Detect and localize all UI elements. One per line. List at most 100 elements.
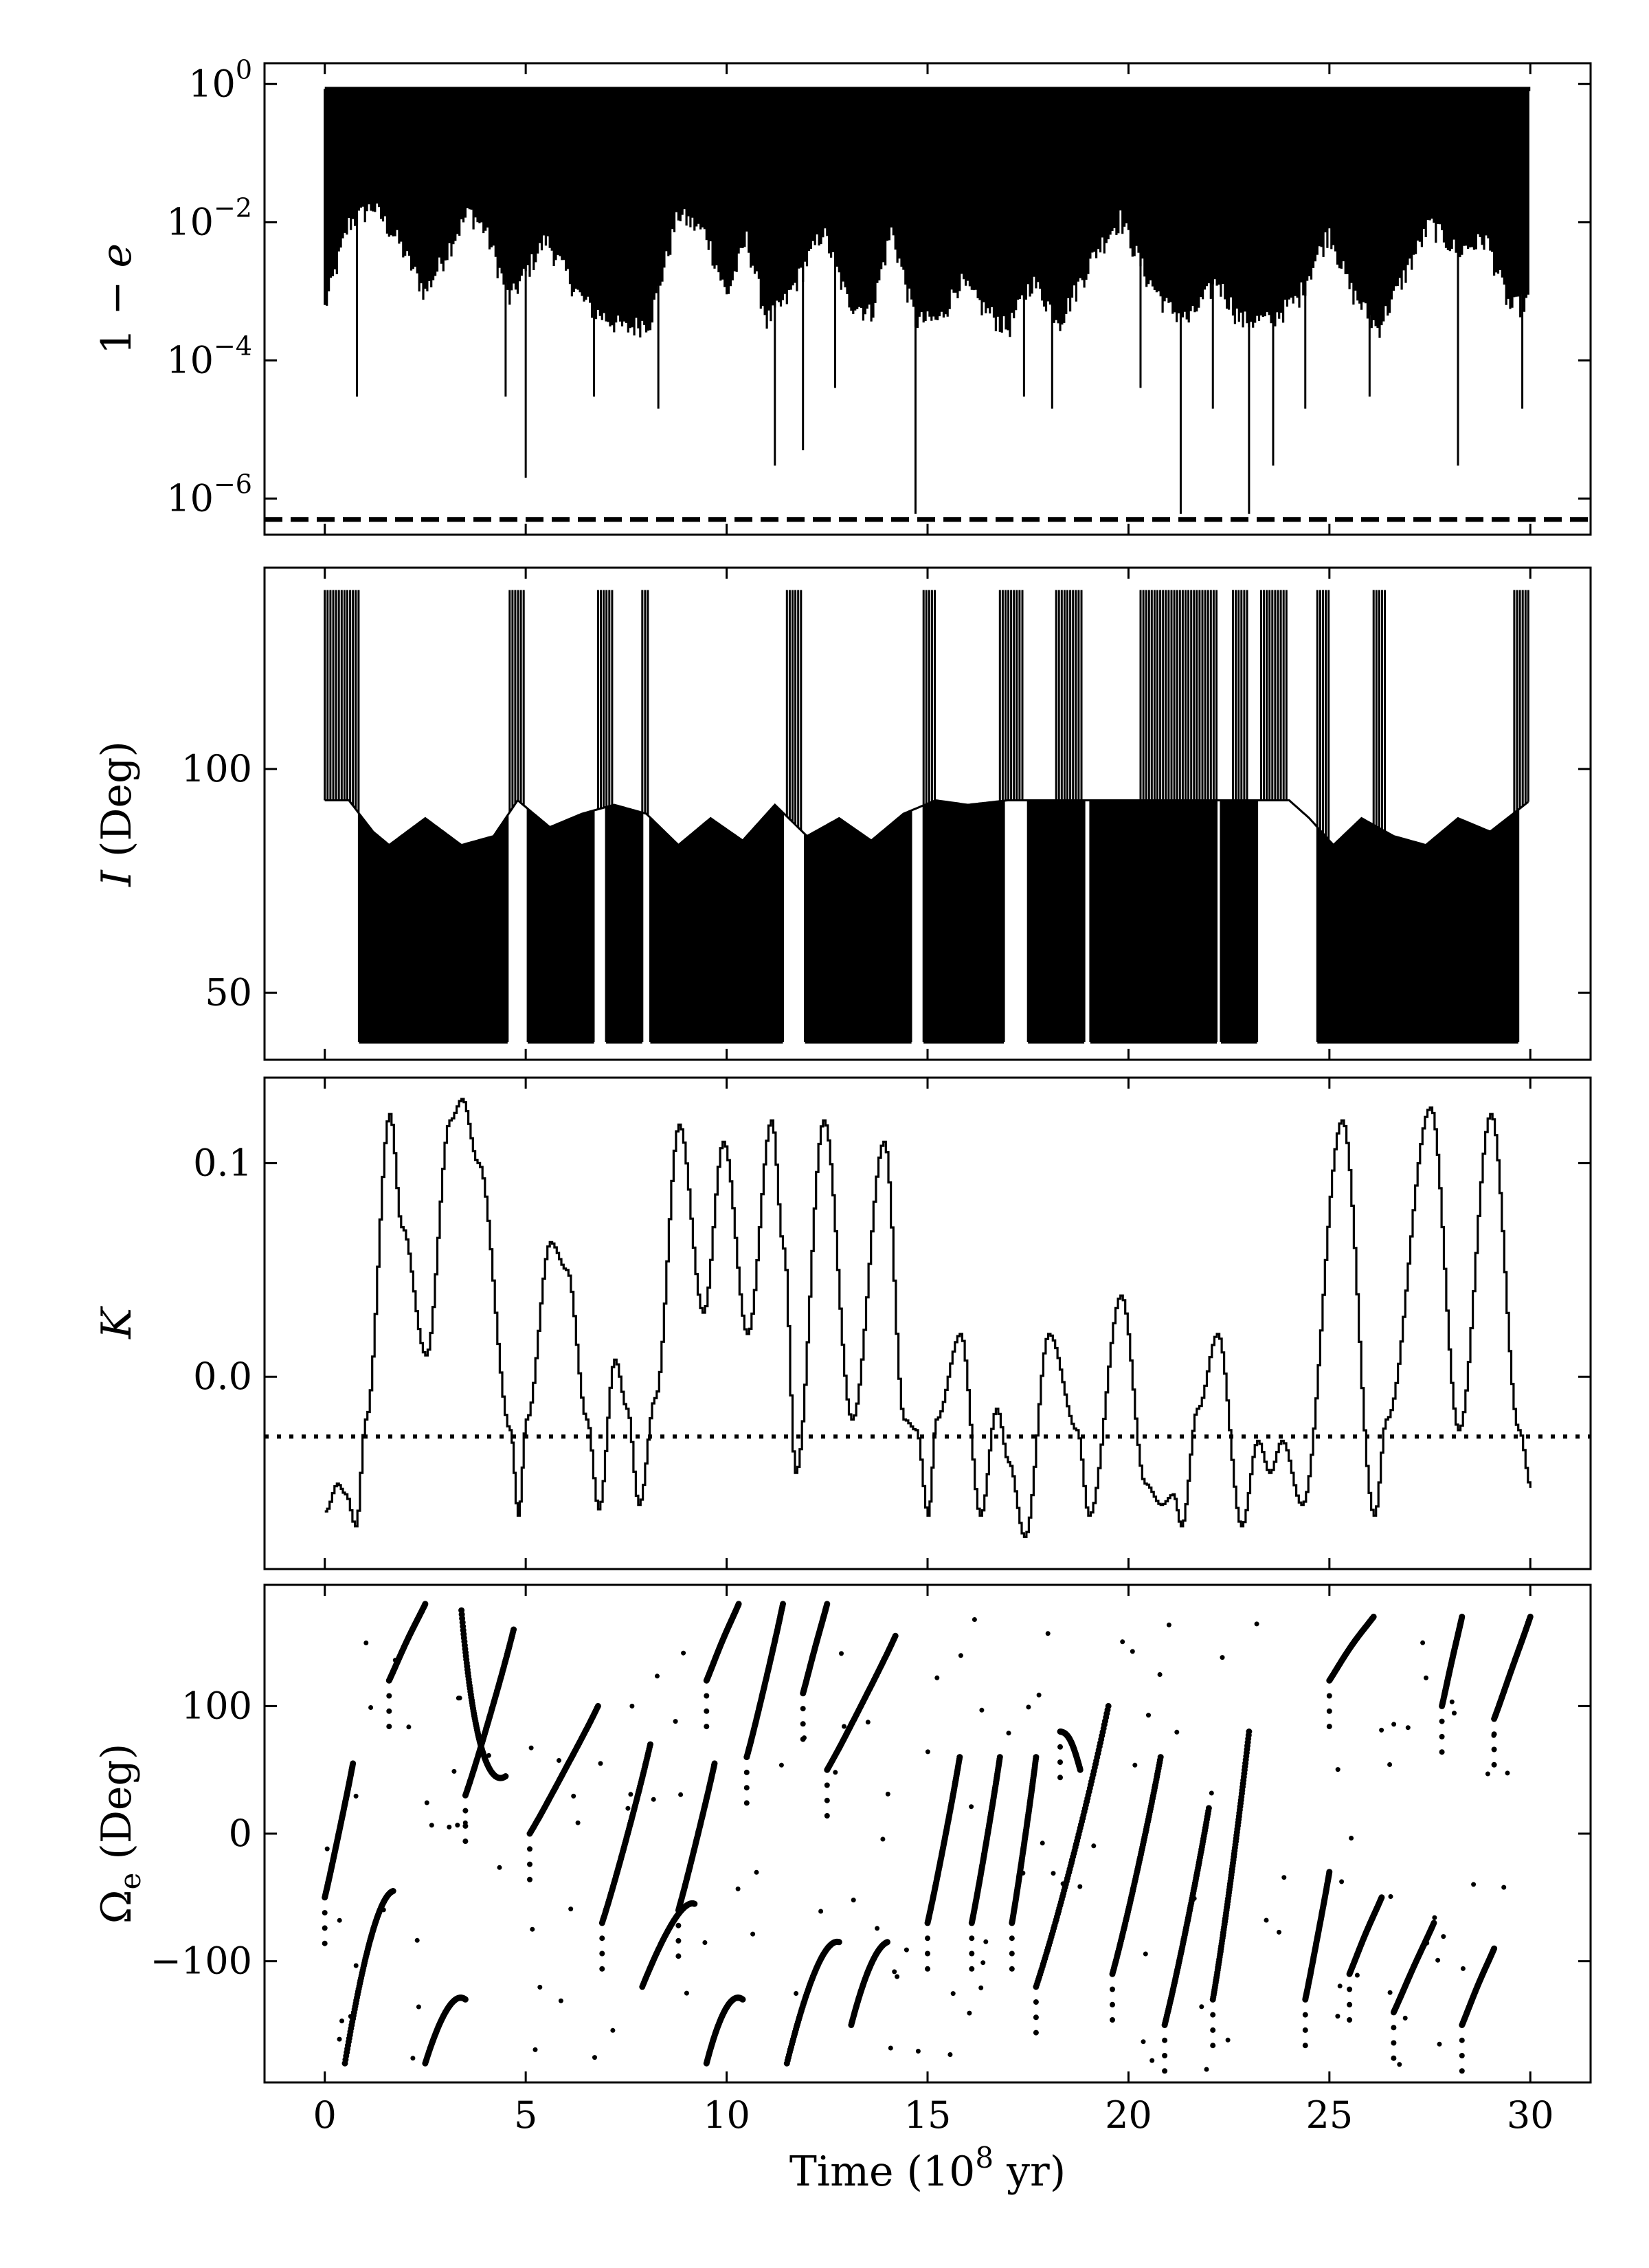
omega-point [1459,2037,1465,2043]
omega-point [1424,1940,1430,1946]
omega-point [1020,1870,1026,1876]
omega-point [1391,1722,1397,1727]
omega-point [1387,1762,1393,1767]
omega-point [1302,2012,1308,2018]
omega-point [386,1724,392,1730]
omega-point [684,1990,689,1996]
omega-point [599,1966,605,1972]
omega-point [1326,1724,1332,1730]
omega-point [1060,1881,1066,1887]
y-tick-label: 10−2 [166,192,252,243]
omega-point [681,1650,686,1656]
omega-point [1326,1708,1332,1714]
plot-frame [263,1583,1592,2084]
omega-point [892,1969,897,1975]
omega-point [1501,1885,1507,1890]
omega-point [1118,1938,1123,1944]
omega-point [794,1991,799,1996]
omega-point [1405,1725,1411,1731]
omega-point [1347,1986,1353,1992]
omega-point [884,1939,890,1946]
omega-point [1391,2055,1397,2061]
omega-point [880,1836,886,1842]
omega-point [462,1838,469,1845]
omega-point [875,1926,880,1931]
omega-point [424,1800,429,1805]
omega-point [865,1720,871,1725]
omega-point [1347,2017,1353,2023]
omega-point [969,1935,975,1942]
omega-point [390,1888,396,1894]
inclination-spikes [1372,590,1387,832]
omega-point [904,1947,909,1953]
x-tick-label: 30 [1507,2093,1554,2137]
omega-point [1210,2043,1216,2049]
y-axis-label: Ωe (Deg) [93,1744,147,1924]
omega-point [1077,1884,1083,1889]
omega-point [414,1937,420,1943]
omega-point [818,1909,824,1914]
omega-point [1120,1639,1125,1645]
omega-point [1491,1761,1497,1768]
omega-point [386,1708,392,1714]
inclination-panel: 50 100 I (Deg) [93,566,1592,1061]
omega-point [527,1861,532,1867]
y-axis-label: K [93,1306,141,1339]
omega-point [1110,1986,1115,1992]
omega-point [1441,1934,1446,1939]
omega-point [1335,2014,1340,2019]
omega-point [800,1721,806,1727]
y-tick-label: 10−6 [166,469,252,520]
omega-point [447,1824,452,1830]
omega-point [1471,1882,1477,1887]
omega-point [1146,1713,1151,1718]
omega-point [735,1886,741,1891]
omega-point [839,1651,844,1656]
omega-point [592,2055,597,2060]
omega-point [410,2056,416,2061]
y-tick-label: 100 [181,1684,252,1727]
omega-point [528,1745,534,1750]
omega-point [502,1773,509,1779]
omega-point [778,1762,784,1768]
eccentricity-panel: 100 10−2 10−4 10−6 1 − e [93,54,1592,536]
omega-point [655,1674,660,1679]
omega-point [1491,1733,1496,1738]
omega-point [1006,1731,1011,1736]
omega-point [673,1719,678,1724]
omega-point [1110,2017,1115,2023]
omega-point [1439,1718,1445,1724]
inclination-band [526,808,595,1042]
omega-point [1051,1871,1056,1876]
omega-point [1326,1693,1332,1699]
omega-point [1204,2067,1209,2072]
omega-point [1057,1775,1063,1781]
omega-point [1162,2037,1168,2043]
omega-point [625,1805,631,1811]
omega-point [337,2036,342,2042]
y-axis-label: 1 − e [93,243,141,355]
plot-frame [263,62,1592,536]
omega-point [1354,1972,1360,1978]
omega-point [735,1601,742,1608]
omega-point [1141,2039,1146,2045]
plot-frame [263,566,1592,1061]
omega-point [598,1761,603,1766]
omega-point [888,2045,893,2051]
omega-point [1091,1843,1097,1849]
omega-point [967,2010,972,2016]
omega-point [451,1768,457,1774]
omega-point [324,1846,330,1852]
omega-point [429,1823,434,1828]
omega-point [824,1782,830,1788]
omega-point [675,1937,682,1944]
omega-point [1191,1895,1197,1901]
omega-point [842,1724,846,1729]
omega-point [1254,1621,1259,1627]
omega-point [1452,1711,1457,1716]
omega-point [350,1760,357,1767]
omega-point [537,1984,543,1990]
omega-point [1277,1929,1281,1935]
